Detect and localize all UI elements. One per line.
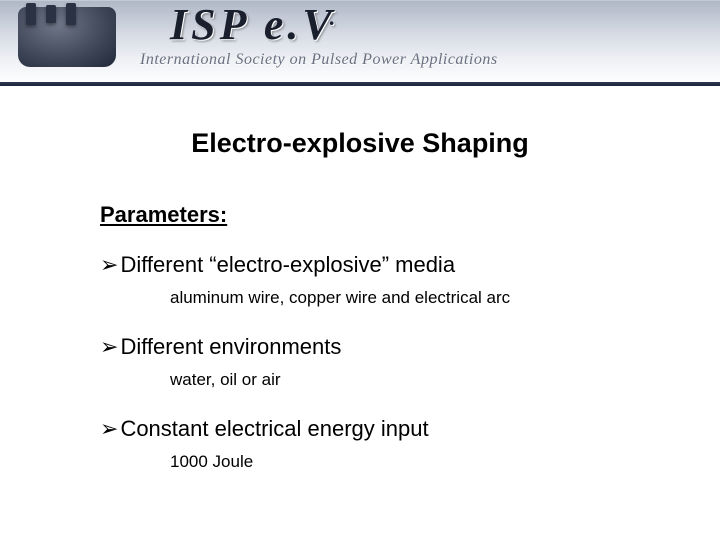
header-banner: ISP e.V. International Society on Pulsed… <box>0 0 720 84</box>
bullet-sub-text: aluminum wire, copper wire and electrica… <box>170 288 660 308</box>
bullet-main: ➢Different environments <box>100 334 660 360</box>
org-full-name: International Society on Pulsed Power Ap… <box>140 51 498 69</box>
bullet-sub-text: water, oil or air <box>170 370 660 390</box>
bullet-main-text: Different “electro-explosive” media <box>120 252 455 277</box>
bullet-item: ➢Different environments water, oil or ai… <box>100 334 660 390</box>
logo-bolt-icon <box>26 3 36 25</box>
logo-bolt-icon <box>46 5 56 23</box>
bullet-arrow-icon: ➢ <box>100 252 118 278</box>
slide-title: Electro-explosive Shaping <box>0 128 720 159</box>
org-short-name: ISP e.V. <box>170 0 337 50</box>
header-divider <box>0 82 720 86</box>
bullet-item: ➢Different “electro-explosive” media alu… <box>100 252 660 308</box>
bullet-main: ➢Constant electrical energy input <box>100 416 660 442</box>
bullet-arrow-icon: ➢ <box>100 334 118 360</box>
section-heading: Parameters: <box>100 202 227 228</box>
bullet-main: ➢Different “electro-explosive” media <box>100 252 660 278</box>
org-short-text: ISP e.V <box>170 0 336 49</box>
bullet-item: ➢Constant electrical energy input 1000 J… <box>100 416 660 472</box>
bullet-main-text: Different environments <box>120 334 341 359</box>
bullet-arrow-icon: ➢ <box>100 416 118 442</box>
logo-bolt-icon <box>66 3 76 25</box>
bullet-main-text: Constant electrical energy input <box>120 416 428 441</box>
bullet-sub-text: 1000 Joule <box>170 452 660 472</box>
